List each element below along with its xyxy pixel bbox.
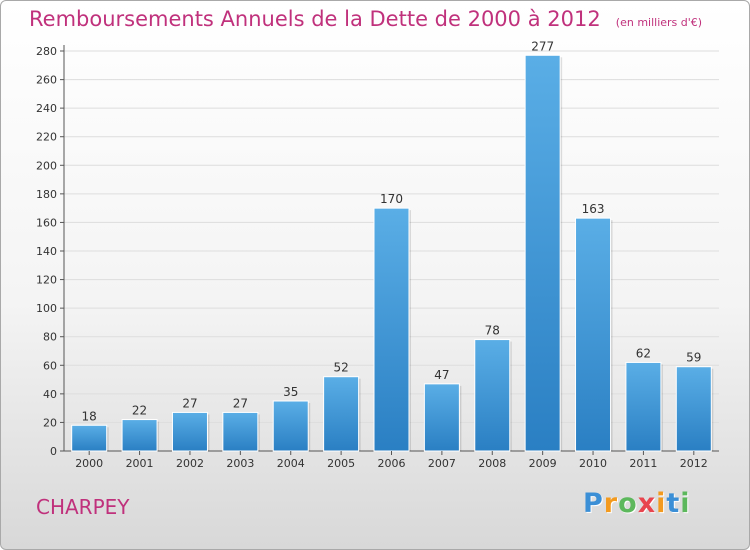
y-tick-label: 40: [43, 388, 57, 401]
x-tick-label: 2010: [579, 457, 607, 470]
y-tick-label: 200: [36, 159, 57, 172]
bar: [222, 411, 259, 452]
data-label: 277: [531, 39, 554, 53]
y-tick-label: 240: [36, 102, 57, 115]
y-tick-label: 20: [43, 416, 57, 429]
data-label: 47: [434, 368, 449, 382]
y-tick-label: 280: [36, 45, 57, 58]
x-tick-label: 2009: [529, 457, 557, 470]
bar: [272, 400, 309, 452]
x-tick-label: 2007: [428, 457, 456, 470]
data-label: 18: [82, 409, 97, 423]
chart-title: Remboursements Annuels de la Dette de 20…: [29, 7, 601, 31]
bar: [323, 376, 360, 452]
data-label: 163: [582, 202, 605, 216]
y-tick-label: 260: [36, 74, 57, 87]
bar: [675, 366, 712, 452]
logo-letter: i: [680, 488, 691, 519]
y-tick-label: 0: [50, 445, 57, 458]
bar: [474, 339, 511, 452]
data-label: 27: [182, 396, 197, 410]
y-tick-label: 220: [36, 131, 57, 144]
logo-letter: t: [666, 488, 681, 519]
data-label: 78: [485, 324, 500, 338]
x-tick-label: 2001: [126, 457, 154, 470]
bar: [423, 383, 460, 452]
y-tick-label: 100: [36, 302, 57, 315]
y-tick-label: 120: [36, 274, 57, 287]
x-tick-label: 2005: [327, 457, 355, 470]
logo-letter: P: [583, 488, 604, 519]
y-tick-label: 160: [36, 216, 57, 229]
data-label: 52: [333, 361, 348, 375]
data-label: 62: [636, 346, 651, 360]
x-tick-label: 2003: [226, 457, 254, 470]
logo-letter: x: [637, 488, 657, 519]
logo-letter: i: [656, 488, 667, 519]
y-tick-label: 180: [36, 188, 57, 201]
bar: [524, 54, 561, 452]
x-tick-label: 2012: [680, 457, 708, 470]
bar: [373, 207, 410, 452]
data-label: 59: [686, 351, 701, 365]
y-tick-label: 60: [43, 359, 57, 372]
x-tick-label: 2008: [478, 457, 506, 470]
chart-subtitle: (en milliers d'€): [615, 16, 703, 29]
data-label: 170: [380, 192, 403, 206]
data-label: 22: [132, 404, 147, 418]
y-tick-label: 140: [36, 245, 57, 258]
x-tick-label: 2006: [378, 457, 406, 470]
logo-letter: o: [618, 488, 638, 519]
data-label: 27: [233, 396, 248, 410]
bar: [171, 411, 208, 452]
y-tick-label: 80: [43, 331, 57, 344]
x-tick-label: 2000: [75, 457, 103, 470]
x-tick-label: 2004: [277, 457, 305, 470]
chart-title-group: Remboursements Annuels de la Dette de 20…: [29, 7, 702, 31]
location-name: CHARPEY: [36, 495, 130, 519]
bar: [71, 424, 108, 452]
bar: [575, 217, 612, 452]
logo-letter: r: [603, 488, 619, 519]
bar: [625, 361, 662, 452]
bar: [121, 419, 158, 452]
proxiti-logo: Proxiti: [583, 488, 691, 519]
data-label: 35: [283, 385, 298, 399]
x-tick-label: 2011: [629, 457, 657, 470]
x-tick-label: 2002: [176, 457, 204, 470]
